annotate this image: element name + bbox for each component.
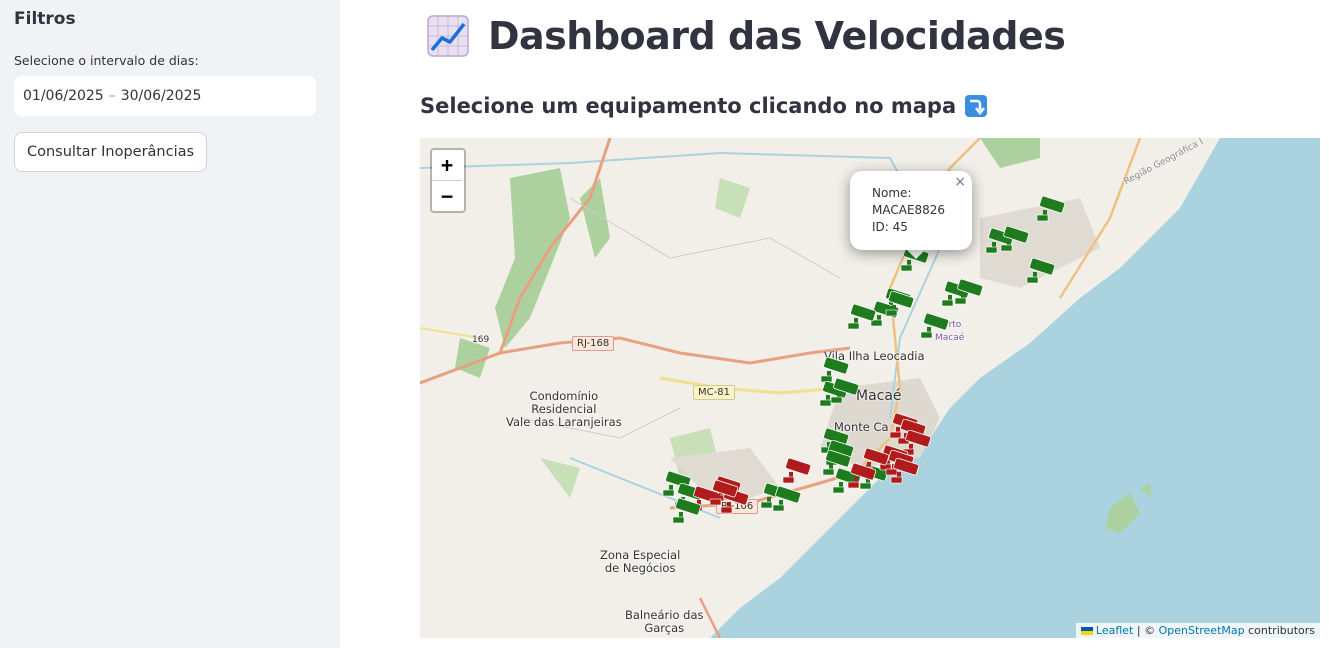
- leaflet-link[interactable]: Leaflet: [1095, 624, 1134, 637]
- attribution-sep: | ©: [1133, 624, 1159, 637]
- date-end: 30/06/2025: [120, 88, 202, 104]
- date-range-label: Selecione o intervalo de dias:: [14, 53, 199, 68]
- consult-inoperancias-button[interactable]: Consultar Inoperâncias: [14, 132, 208, 172]
- arrow-down-icon: [965, 95, 988, 117]
- attribution-contrib: contributors: [1244, 624, 1315, 637]
- camera-marker-green-icon[interactable]: [918, 313, 952, 339]
- page-title-text: Dashboard das Velocidades: [488, 14, 1066, 58]
- date-start: 01/06/2025: [23, 88, 104, 104]
- ukraine-flag-icon: [1080, 627, 1093, 635]
- date-range-input[interactable]: 01/06/2025 – 30/06/2025: [14, 76, 316, 116]
- popup-tip: [906, 249, 926, 259]
- zoom-out-button[interactable]: −: [440, 184, 454, 208]
- camera-marker-green-icon[interactable]: [883, 291, 917, 317]
- road-label-169: 169: [472, 335, 490, 345]
- label-monte-ca: Monte Ca: [834, 420, 889, 434]
- label-porto-macae: Porto Macaé: [935, 320, 965, 343]
- camera-marker-green-icon[interactable]: [828, 378, 862, 404]
- map[interactable]: Vila Ilha Leocadia Macaé Monte Ca Condom…: [420, 138, 1320, 638]
- sidebar: Filtros Selecione o intervalo de dias: 0…: [0, 0, 340, 648]
- label-macae: Macaé: [856, 388, 902, 404]
- camera-marker-green-icon[interactable]: [952, 279, 986, 305]
- camera-marker-green-icon[interactable]: [820, 450, 854, 476]
- label-zona-especial: Zona Especial de Negócios: [600, 548, 681, 575]
- section-subtitle: Selecione um equipamento clicando no map…: [420, 94, 988, 118]
- camera-marker-green-icon[interactable]: [845, 304, 879, 330]
- road-shield-rj168: RJ-168: [572, 336, 615, 351]
- sidebar-title: Filtros: [14, 9, 76, 29]
- zoom-in-button[interactable]: +: [432, 150, 462, 181]
- camera-marker-red-icon[interactable]: [780, 458, 814, 484]
- label-balneario: Balneário das Garças: [625, 608, 704, 635]
- label-condominio: Condomínio Residencial Vale das Laranjei…: [506, 389, 622, 429]
- osm-link[interactable]: OpenStreetMap: [1158, 624, 1245, 637]
- camera-marker-red-icon[interactable]: [707, 480, 741, 506]
- popup-line-name-label: Nome:: [872, 186, 912, 200]
- road-shield-mc81: MC-81: [693, 385, 735, 400]
- camera-marker-green-icon[interactable]: [770, 486, 804, 512]
- popup-line-id: ID: 45: [872, 220, 908, 234]
- camera-marker-green-icon[interactable]: [670, 498, 704, 524]
- popup-line-name-value: MACAE8826: [872, 203, 946, 217]
- equipment-popup: × Nome: MACAE8826 ID: 45: [850, 171, 972, 250]
- label-vila-ilha-leocadia: Vila Ilha Leocadia: [824, 349, 925, 363]
- camera-marker-red-icon[interactable]: [845, 463, 879, 489]
- camera-marker-green-icon[interactable]: [1034, 196, 1068, 222]
- page-title: Dashboard das Velocidades: [426, 14, 1066, 58]
- camera-marker-red-icon[interactable]: [888, 458, 922, 484]
- camera-marker-green-icon[interactable]: [998, 226, 1032, 252]
- map-attribution: Leaflet | © OpenStreetMap contributors: [1075, 623, 1320, 638]
- zoom-control: + −: [430, 148, 466, 213]
- chart-increasing-icon: [427, 15, 469, 57]
- section-subtitle-text: Selecione um equipamento clicando no map…: [420, 94, 957, 118]
- camera-marker-green-icon[interactable]: [1024, 258, 1058, 284]
- popup-close-button[interactable]: ×: [954, 174, 966, 190]
- date-separator: –: [108, 88, 116, 104]
